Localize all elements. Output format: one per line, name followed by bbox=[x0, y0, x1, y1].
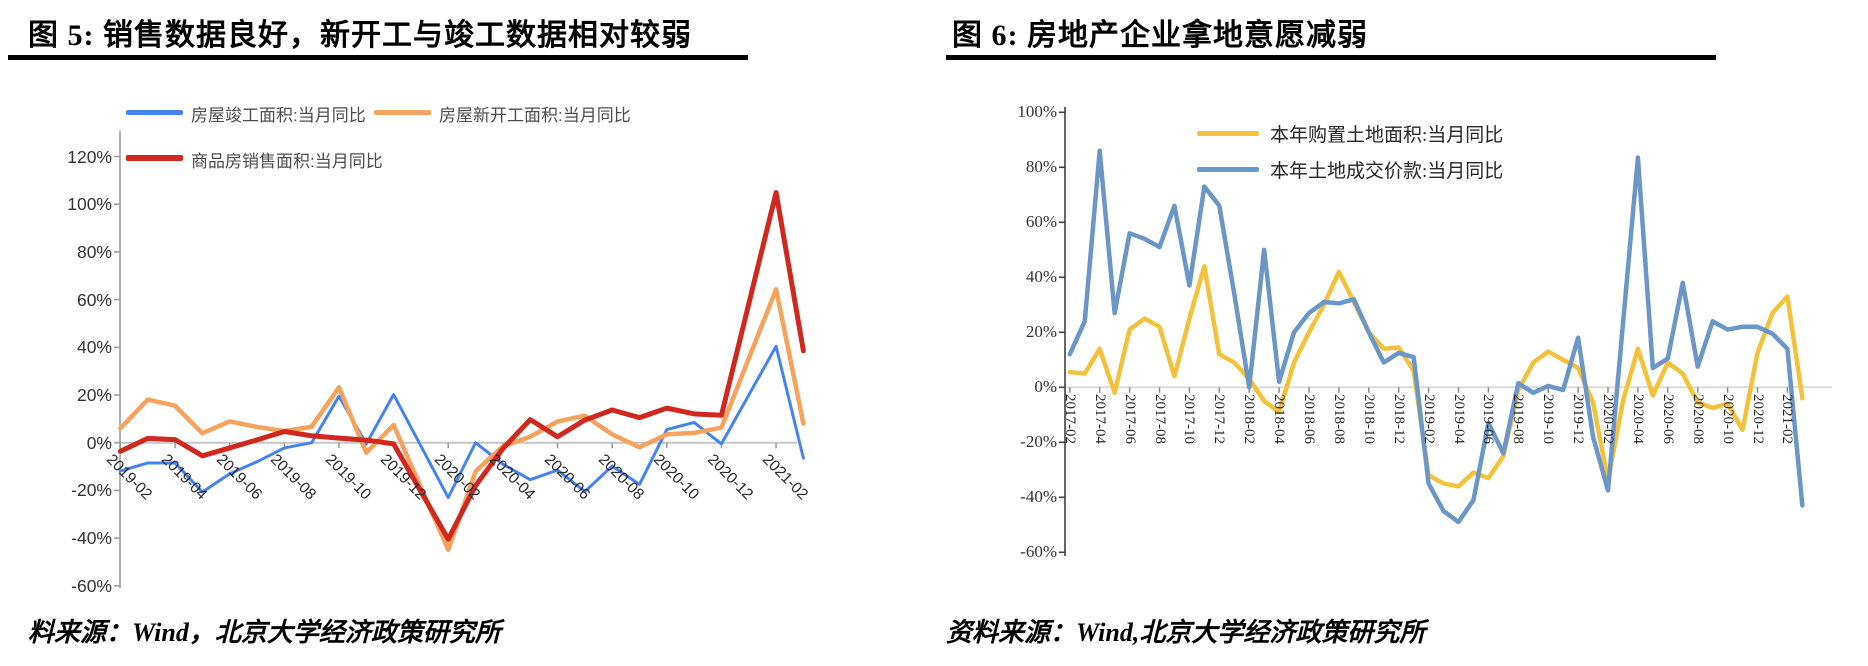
x-tick-label: 2019-10 bbox=[1540, 394, 1557, 444]
figure5-title-rule bbox=[8, 55, 748, 60]
x-tick-label: 2017-06 bbox=[1121, 394, 1138, 444]
y-tick-label: 0% bbox=[86, 432, 112, 453]
x-tick-label: 2020-10 bbox=[649, 451, 703, 504]
y-tick-label: 20% bbox=[1025, 322, 1057, 342]
y-tick-label: -40% bbox=[71, 528, 112, 549]
x-tick-label: 2017-10 bbox=[1181, 394, 1198, 444]
x-tick-label: 2018-04 bbox=[1271, 394, 1288, 444]
x-tick-label: 2021-02 bbox=[759, 451, 812, 504]
x-tick-label: 2019-10 bbox=[321, 451, 375, 504]
x-tick-label: 2020-04 bbox=[1629, 394, 1646, 444]
x-tick-label: 2020-08 bbox=[1689, 394, 1706, 444]
legend-line-swatch-land-value bbox=[1197, 167, 1259, 172]
series-line bbox=[1067, 148, 1805, 525]
x-tick-label: 2017-02 bbox=[1061, 394, 1078, 444]
y-tick-label: -20% bbox=[1020, 432, 1057, 452]
x-tick-label: 2018-06 bbox=[1301, 394, 1317, 444]
x-tick-label: 2021-02 bbox=[1779, 394, 1796, 444]
y-tick-label: 60% bbox=[1025, 212, 1057, 232]
y-tick-label: 100% bbox=[67, 194, 112, 215]
figure6-panel: 图 6: 房地产企业拿地意愿减弱 本年购置土地面积:当月同比 本年土地成交价款:… bbox=[934, 0, 1868, 666]
x-tick-label: 2017-12 bbox=[1211, 394, 1228, 444]
y-tick-label: 80% bbox=[1025, 157, 1057, 177]
series-line bbox=[117, 190, 806, 542]
x-tick-label: 2019-04 bbox=[1450, 394, 1467, 444]
y-tick-label: -60% bbox=[71, 575, 112, 596]
y-tick-label: 120% bbox=[67, 146, 112, 167]
y-tick-label: 100% bbox=[1017, 102, 1057, 122]
y-tick-label: 40% bbox=[1025, 267, 1057, 287]
y-tick-label: 60% bbox=[76, 289, 112, 310]
legend-line-swatch-completion bbox=[126, 110, 183, 115]
x-tick-label: 2019-08 bbox=[1510, 394, 1527, 444]
x-tick-label: 2018-10 bbox=[1360, 394, 1377, 444]
x-tick-label: 2020-10 bbox=[1719, 394, 1736, 444]
x-tick-label: 2019-12 bbox=[1570, 394, 1587, 444]
x-tick-label: 2020-08 bbox=[595, 451, 648, 504]
y-tick-label: 80% bbox=[76, 241, 112, 262]
y-tick-label: 40% bbox=[76, 337, 112, 358]
figure6-title-rule bbox=[946, 55, 1716, 60]
series-line bbox=[118, 344, 805, 500]
x-tick-label: 2017-08 bbox=[1151, 394, 1168, 444]
y-tick-label: -40% bbox=[1020, 487, 1057, 507]
x-tick-label: 2020-06 bbox=[540, 451, 593, 504]
series-line bbox=[1067, 264, 1805, 489]
y-tick-label: -60% bbox=[1020, 542, 1057, 562]
legend-label-sales: 商品房销售面积:当月同比 bbox=[191, 152, 383, 171]
legend-line-swatch-land-area bbox=[1197, 131, 1259, 136]
x-tick-label: 2019-08 bbox=[267, 451, 320, 504]
figure6-source: 资料来源：Wind,北京大学经济政策研究所 bbox=[946, 618, 1426, 647]
x-tick-label: 2020-04 bbox=[485, 451, 539, 504]
x-tick-label: 2018-08 bbox=[1330, 394, 1347, 444]
legend-label-land-value: 本年土地成交价款:当月同比 bbox=[1270, 161, 1504, 182]
x-tick-label: 2017-04 bbox=[1091, 394, 1108, 444]
y-tick-label: -20% bbox=[71, 480, 112, 501]
x-tick-label: 2019-06 bbox=[1480, 394, 1497, 444]
x-tick-label: 2019-12 bbox=[376, 451, 429, 504]
x-tick-label: 2018-12 bbox=[1390, 394, 1407, 444]
legend-line-swatch-sales bbox=[126, 155, 183, 161]
x-tick-label: 2020-12 bbox=[1749, 394, 1766, 444]
x-tick-label: 2020-12 bbox=[704, 451, 757, 504]
y-tick-label: 20% bbox=[76, 385, 112, 405]
figure5-title: 图 5: 销售数据良好，新开工与竣工数据相对较弱 bbox=[28, 19, 692, 52]
legend-label-newstarts: 房屋新开工面积:当月同比 bbox=[439, 106, 631, 125]
legend-line-swatch-newstarts bbox=[374, 110, 431, 115]
y-tick-label: 0% bbox=[1034, 377, 1057, 397]
figure6-title: 图 6: 房地产企业拿地意愿减弱 bbox=[952, 19, 1368, 52]
legend-label-land-area: 本年购置土地面积:当月同比 bbox=[1270, 125, 1504, 146]
x-tick-label: 2020-06 bbox=[1659, 394, 1676, 444]
x-tick-label: 2020-02 bbox=[431, 451, 484, 504]
x-tick-label: 2018-02 bbox=[1241, 394, 1258, 444]
figure5-panel: 图 5: 销售数据良好，新开工与竣工数据相对较弱 房屋竣工面积:当月同比 房屋新… bbox=[8, 19, 812, 647]
x-tick-label: 2020-02 bbox=[1600, 394, 1616, 444]
x-tick-label: 2019-02 bbox=[1420, 394, 1437, 444]
legend-label-completion: 房屋竣工面积:当月同比 bbox=[191, 106, 366, 125]
x-tick-label: 2019-04 bbox=[158, 451, 211, 504]
x-tick-label: 2019-06 bbox=[212, 451, 265, 504]
figure5-source: 料来源：Wind，北京大学经济政策研究所 bbox=[28, 618, 501, 647]
